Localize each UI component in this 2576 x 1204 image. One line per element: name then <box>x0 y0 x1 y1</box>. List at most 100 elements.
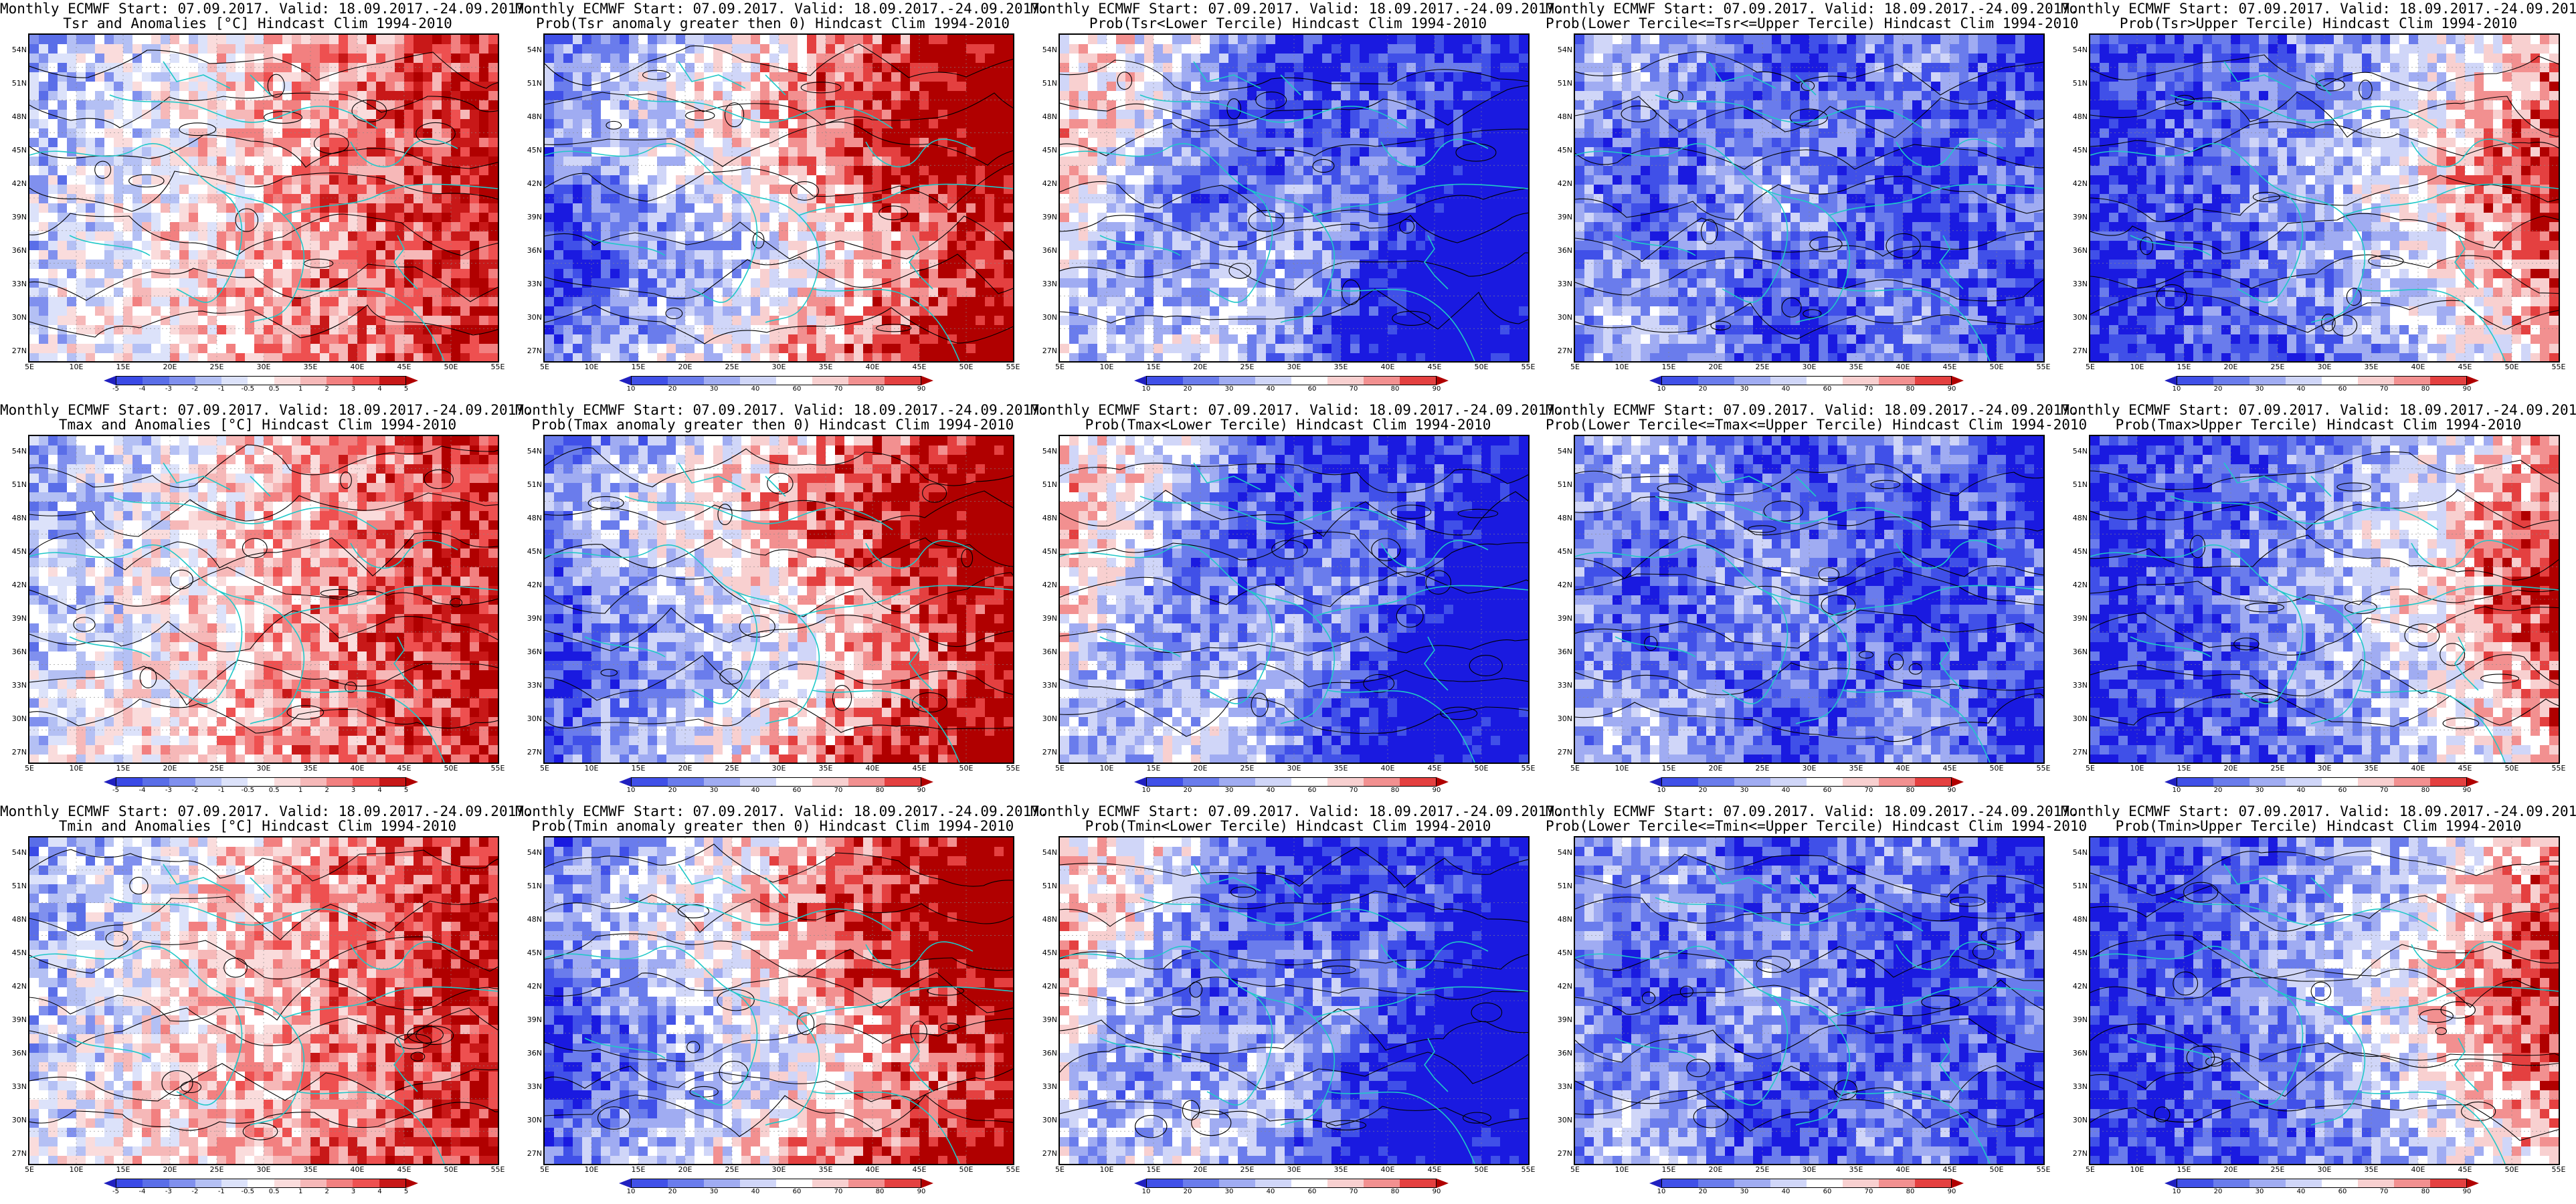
temperature-contour <box>179 122 217 136</box>
longitude-label: 5E <box>2077 363 2104 371</box>
map-area <box>2089 435 2560 764</box>
color-bar: 10 20 30 40 60 70 80 90 <box>2165 777 2479 794</box>
longitude-label: 10E <box>578 363 605 371</box>
latitude-label: 48N <box>1 915 27 924</box>
temperature-contour <box>139 667 157 688</box>
panel-title-line-2: Prob(Tsr anomaly greater then 0) Hindcas… <box>515 16 1030 31</box>
color-bar-tick-label: 1 <box>298 787 302 794</box>
latitude-label: 39N <box>1 614 27 623</box>
temperature-contour <box>2090 1023 2559 1061</box>
longitude-label: 35E <box>297 1165 324 1174</box>
temperature-contour <box>1575 854 2043 898</box>
color-bar-tick-label: 20 <box>2214 1188 2223 1195</box>
temperature-contour <box>545 215 1013 260</box>
longitude-label: 30E <box>250 764 277 773</box>
color-bar-tick-label: 10 <box>627 1188 636 1195</box>
temperature-contour <box>961 548 974 568</box>
temperature-contour <box>717 989 755 1011</box>
temperature-contour <box>1575 609 2043 649</box>
color-bar-max-arrow <box>2467 1179 2479 1188</box>
temperature-contour <box>303 258 334 268</box>
temperature-contour <box>410 1051 426 1062</box>
panel-title-line-2: Prob(Tsr<Lower Tercile) Hindcast Clim 19… <box>1030 16 1546 31</box>
map-panel: Monthly ECMWF Start: 07.09.2017. Valid: … <box>515 803 1048 1204</box>
latitude-label: 30N <box>1032 313 1057 322</box>
color-bar-tick-label: 70 <box>834 787 843 794</box>
longitude-label: 5E <box>2077 1165 2104 1174</box>
longitude-label: 40E <box>1374 764 1401 773</box>
color-bar-tick-label: 90 <box>1433 1188 1441 1195</box>
temperature-contour <box>267 74 285 98</box>
temperature-contour <box>1679 985 1693 998</box>
temperature-contour <box>94 161 112 179</box>
temperature-contour <box>29 610 498 653</box>
longitude-label: 20E <box>1702 1165 1729 1174</box>
temperature-contour <box>2344 601 2377 614</box>
latitude-label: 30N <box>1547 313 1572 322</box>
temperature-contour <box>1575 302 2043 340</box>
color-bar-tick-label: 20 <box>2214 787 2223 794</box>
temperature-contour <box>2090 1101 2559 1141</box>
shaded-field <box>29 837 498 1164</box>
longitude-label: 10E <box>1608 1165 1635 1174</box>
temperature-contour <box>1060 85 1528 126</box>
latitude-label: 33N <box>1547 1082 1572 1091</box>
color-bar-tick-label: 10 <box>1657 787 1666 794</box>
longitude-label: 50E <box>438 363 464 371</box>
latitude-label: 36N <box>1 246 27 255</box>
color-bar-tick-label: 70 <box>1865 1188 1873 1195</box>
color-bar-tick-label: 30 <box>1740 385 1749 393</box>
temperature-contour <box>2440 1001 2476 1019</box>
map-area <box>2089 33 2560 363</box>
color-bar-tick-label: 1 <box>298 1188 302 1195</box>
latitude-label: 54N <box>2062 45 2088 54</box>
color-bar-tick-label: 40 <box>2297 385 2306 393</box>
temperature-contour <box>170 569 193 589</box>
temperature-contour <box>2090 254 2559 294</box>
temperature-contour <box>719 668 743 685</box>
latitude-label: 45N <box>517 146 542 155</box>
temperature-contour <box>2090 654 2559 696</box>
temperature-contour <box>29 492 498 537</box>
temperature-contour <box>545 655 1013 701</box>
color-bar: 10 20 30 40 60 70 80 90 <box>2165 1179 2479 1195</box>
color-bar-tick-label: -1 <box>218 787 225 794</box>
latitude-label: 36N <box>2062 647 2088 656</box>
longitude-label: 25E <box>203 363 230 371</box>
temperature-contour <box>128 174 165 188</box>
temperature-contour <box>1710 320 1731 330</box>
temperature-contour <box>545 700 1013 733</box>
temperature-contour <box>394 1033 432 1049</box>
color-bar-tick-label: 30 <box>2256 787 2264 794</box>
longitude-label: 20E <box>2217 363 2244 371</box>
latitude-label: 54N <box>1 447 27 456</box>
map-panel: Monthly ECMWF Start: 07.09.2017. Valid: … <box>0 803 533 1204</box>
latitude-label: 42N <box>1 179 27 188</box>
latitude-label: 30N <box>1547 714 1572 723</box>
temperature-contour <box>2090 175 2559 222</box>
panel-title-line-1: Monthly ECMWF Start: 07.09.2017. Valid: … <box>1030 1 1564 16</box>
color-bar-tick-label: 90 <box>917 787 926 794</box>
latitude-label: 33N <box>1032 280 1057 288</box>
temperature-contour <box>1575 662 2043 696</box>
temperature-contour <box>1271 540 1308 560</box>
color-bar-min-arrow <box>1649 376 1661 385</box>
latitude-label: 27N <box>2062 1149 2088 1158</box>
temperature-contour <box>2435 1027 2448 1035</box>
color-bar-tick-label: -3 <box>165 385 172 393</box>
longitude-label: 25E <box>2264 1165 2291 1174</box>
temperature-contour <box>29 698 498 734</box>
longitude-label: 25E <box>1234 363 1261 371</box>
temperature-contour <box>2480 674 2520 684</box>
longitude-label: 50E <box>1468 1165 1495 1174</box>
color-bar-tick-label: 60 <box>1823 385 1832 393</box>
color-bar-cells <box>1146 1179 1437 1188</box>
temperature-contour <box>1575 51 2043 96</box>
longitude-label: 55E <box>484 1165 511 1174</box>
temperature-contour <box>545 536 1013 571</box>
temperature-contour <box>1060 663 1528 691</box>
longitude-label: 50E <box>953 363 980 371</box>
color-bar-max-arrow <box>1952 1179 1964 1188</box>
longitude-label: 55E <box>1515 363 1542 371</box>
longitude-label: 15E <box>1655 764 1682 773</box>
